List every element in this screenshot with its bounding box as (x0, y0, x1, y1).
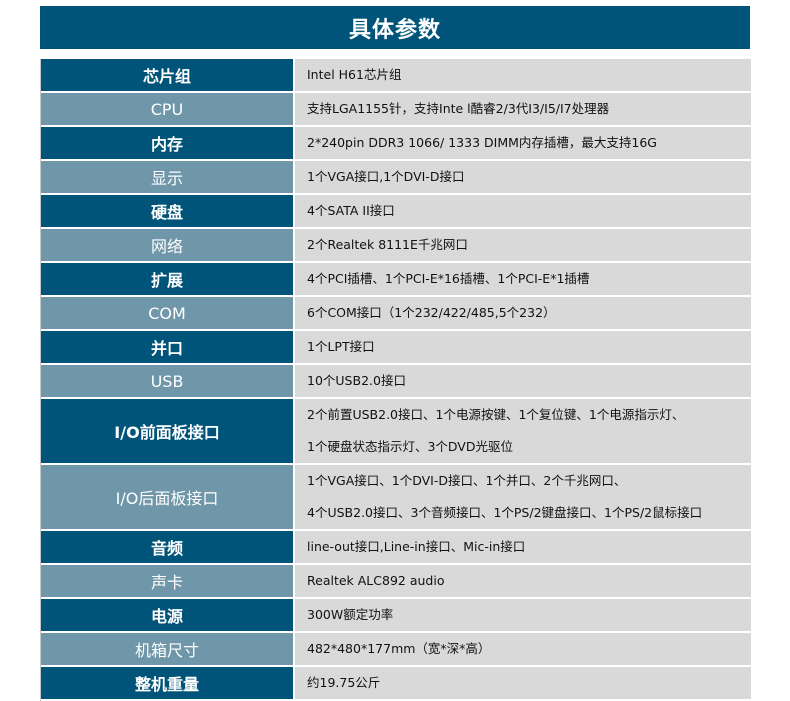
spec-row: 扩展 4个PCI插槽、1个PCI-E*16插槽、1个PCI-E*1插槽 (41, 263, 751, 297)
spec-value: line-out接口,Line-in接口、Mic-in接口 (295, 531, 751, 563)
spec-row: 显示 1个VGA接口,1个DVI-D接口 (41, 161, 751, 195)
spec-value-line: 支持LGA1155针，支持Inte l酷睿2/3代I3/I5/I7处理器 (307, 101, 610, 116)
spec-value-line: 6个COM接口（1个232/422/485,5个232） (307, 305, 556, 320)
spec-value: 1个VGA接口,1个DVI-D接口 (295, 161, 751, 193)
spec-value-line: 2个Realtek 8111E千兆网口 (307, 237, 468, 252)
spec-row: 硬盘 4个SATA II接口 (41, 195, 751, 229)
spec-value: 2个前置USB2.0接口、1个电源按键、1个复位键、1个电源指示灯、 1个硬盘状态… (295, 399, 751, 463)
spec-row: 声卡 Realtek ALC892 audio (41, 565, 751, 599)
spec-value: Realtek ALC892 audio (295, 565, 751, 597)
spec-value-line: 1个硬盘状态指示灯、3个DVD光驱位 (307, 439, 513, 454)
spec-value: 10个USB2.0接口 (295, 365, 751, 397)
spec-row: COM 6个COM接口（1个232/422/485,5个232） (41, 297, 751, 331)
spec-value-line: 2*240pin DDR3 1066/ 1333 DIMM内存插槽，最大支持16… (307, 135, 657, 150)
spec-label: USB (41, 365, 293, 397)
spec-value-line: 4个PCI插槽、1个PCI-E*16插槽、1个PCI-E*1插槽 (307, 271, 590, 286)
spec-label: I/O后面板接口 (41, 465, 293, 529)
spec-value: 约19.75公斤 (295, 667, 751, 699)
spec-value-line: 1个VGA接口,1个DVI-D接口 (307, 169, 465, 184)
spec-row: 网络 2个Realtek 8111E千兆网口 (41, 229, 751, 263)
spec-value: 2*240pin DDR3 1066/ 1333 DIMM内存插槽，最大支持16… (295, 127, 751, 159)
spec-value: 2个Realtek 8111E千兆网口 (295, 229, 751, 261)
spec-label: 机箱尺寸 (41, 633, 293, 665)
spec-value: Intel H61芯片组 (295, 59, 751, 91)
spec-label: 音频 (41, 531, 293, 563)
spec-value-line: Realtek ALC892 audio (307, 573, 445, 588)
spec-label: 芯片组 (41, 59, 293, 91)
spec-label: 电源 (41, 599, 293, 631)
spec-row: 整机重量 约19.75公斤 (41, 667, 751, 701)
spec-value: 482*480*177mm（宽*深*高） (295, 633, 751, 665)
page-title-bar: 具体参数 (40, 6, 750, 49)
spec-label: COM (41, 297, 293, 329)
spec-value-line: 1个VGA接口、1个DVI-D接口、1个并口、2个千兆网口、 (307, 473, 627, 488)
spec-value-line: 10个USB2.0接口 (307, 373, 406, 388)
spec-table: 芯片组 Intel H61芯片组 CPU 支持LGA1155针，支持Inte l酷睿2… (40, 59, 751, 701)
spec-row: 电源 300W额定功率 (41, 599, 751, 633)
spec-row: I/O后面板接口 1个VGA接口、1个DVI-D接口、1个并口、2个千兆网口、 4个… (41, 465, 751, 531)
spec-label: 扩展 (41, 263, 293, 295)
spec-value-line: 约19.75公斤 (307, 675, 381, 690)
spec-value-line: 2个前置USB2.0接口、1个电源按键、1个复位键、1个电源指示灯、 (307, 407, 685, 422)
spec-row: I/O前面板接口 2个前置USB2.0接口、1个电源按键、1个复位键、1个电源指示… (41, 399, 751, 465)
spec-value-line: 482*480*177mm（宽*深*高） (307, 641, 491, 656)
spec-row: 并口 1个LPT接口 (41, 331, 751, 365)
page-title: 具体参数 (348, 17, 441, 43)
spec-value: 1个LPT接口 (295, 331, 751, 363)
spec-value-line: 4个USB2.0接口、3个音频接口、1个PS/2键盘接口、1个PS/2鼠标接口 (307, 505, 703, 520)
spec-label: 内存 (41, 127, 293, 159)
spec-value-line: line-out接口,Line-in接口、Mic-in接口 (307, 539, 526, 554)
spec-label: CPU (41, 93, 293, 125)
spec-row: CPU 支持LGA1155针，支持Inte l酷睿2/3代I3/I5/I7处理器 (41, 93, 751, 127)
spec-value: 4个SATA II接口 (295, 195, 751, 227)
spec-row: 内存 2*240pin DDR3 1066/ 1333 DIMM内存插槽，最大支持… (41, 127, 751, 161)
spec-row: 芯片组 Intel H61芯片组 (41, 59, 751, 93)
spec-value: 6个COM接口（1个232/422/485,5个232） (295, 297, 751, 329)
spec-value-line: 300W额定功率 (307, 607, 394, 622)
spec-value-line: 1个LPT接口 (307, 339, 375, 354)
spec-label: 硬盘 (41, 195, 293, 227)
spec-value: 300W额定功率 (295, 599, 751, 631)
spec-label: 整机重量 (41, 667, 293, 699)
spec-label: 显示 (41, 161, 293, 193)
spec-label: 网络 (41, 229, 293, 261)
spec-value-line: Intel H61芯片组 (307, 67, 402, 82)
spec-label: 并口 (41, 331, 293, 363)
spec-value: 4个PCI插槽、1个PCI-E*16插槽、1个PCI-E*1插槽 (295, 263, 751, 295)
spec-row: USB 10个USB2.0接口 (41, 365, 751, 399)
spec-row: 机箱尺寸 482*480*177mm（宽*深*高） (41, 633, 751, 667)
spec-label: I/O前面板接口 (41, 399, 293, 463)
spec-row: 音频 line-out接口,Line-in接口、Mic-in接口 (41, 531, 751, 565)
spec-value-line: 4个SATA II接口 (307, 203, 395, 218)
spec-value: 支持LGA1155针，支持Inte l酷睿2/3代I3/I5/I7处理器 (295, 93, 751, 125)
spec-value: 1个VGA接口、1个DVI-D接口、1个并口、2个千兆网口、 4个USB2.0接口… (295, 465, 751, 529)
spec-label: 声卡 (41, 565, 293, 597)
